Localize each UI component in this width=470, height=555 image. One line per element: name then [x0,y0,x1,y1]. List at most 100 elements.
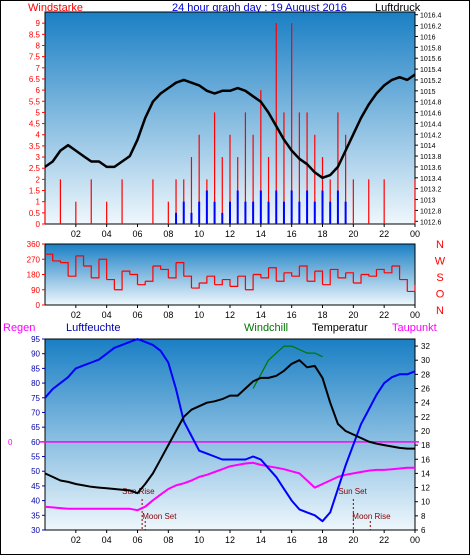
compass-label: W [435,256,446,268]
direction-step [98,258,108,280]
direction-step [376,268,385,273]
direction-step [268,267,277,282]
y-left-tick-label: 60 [31,438,40,447]
y-right-tick-label: 1015.2 [420,78,442,85]
direction-step [307,271,316,282]
y-right-tick-label: 16 [421,455,430,464]
x-tick-label: 02 [71,535,81,545]
direction-step [253,273,262,278]
x-tick-label: 10 [194,535,204,545]
direction-step [345,272,354,283]
direction-step [337,272,347,279]
direction-step [199,276,208,284]
y-right-tick-label: 1015.4 [420,67,442,74]
y-left-tick-label: 3.5 [29,142,41,151]
y-right-tick-label: 1016 [420,34,436,41]
y-left-tick-label: 9 [36,19,41,28]
y-left-tick-label: 8.5 [29,30,41,39]
y-right-tick-label: 1016.4 [420,13,442,20]
x-tick-label: 04 [102,310,112,320]
y-left-tick-label: 7 [36,64,41,73]
y-left-tick-label: 40 [31,497,40,506]
wind-pressure-chart: 00.511.522.533.544.555.566.577.588.59101… [29,13,442,239]
y-left-tick-label: 8 [36,41,41,50]
legend-windchill: Windchill [244,322,288,334]
direction-step [276,272,285,282]
x-tick-label: 06 [132,310,142,320]
humidity-temperature-plot-area [44,338,416,531]
moon-marker-label: Moon Rise [352,512,391,521]
y-right-tick-label: 28 [421,370,430,379]
x-tick-label: 10 [194,310,204,320]
x-tick-label: 14 [256,310,266,320]
direction-step [384,266,393,274]
x-tick-label: 22 [379,535,389,545]
y-left-tick-label: 1.5 [29,187,41,196]
direction-step [83,265,92,278]
y-left-tick-label: 65 [31,423,40,432]
wind-direction-plot-area [44,243,416,306]
y-left-tick-label: 50 [31,467,40,476]
x-tick-label: 04 [102,229,112,239]
y-right-tick-label: 18 [421,441,430,450]
direction-step [191,282,200,289]
y-right-tick-label: 1015.8 [420,45,442,52]
legend-temperature: Temperatur [312,322,368,334]
direction-step [391,265,401,280]
x-tick-label: 02 [71,310,81,320]
direction-step [353,274,362,284]
direction-step [114,271,123,291]
x-tick-label: 04 [102,535,112,545]
x-tick-label: 12 [225,229,235,239]
x-tick-label: 14 [256,229,266,239]
direction-step [399,278,408,292]
direction-step [176,262,185,277]
y-right-tick-label: 1013 [420,198,436,205]
legend-rain: Regen [3,322,35,334]
direction-step [183,275,193,289]
y-right-tick-label: 24 [421,399,430,408]
direction-step [168,262,177,279]
y-left-tick-label: 90 [31,286,40,295]
y-right-tick-label: 1012.6 [420,219,442,226]
y-left-tick-label: 6.5 [29,75,41,84]
x-tick-label: 08 [163,535,173,545]
x-tick-label: 00 [410,535,420,545]
x-tick-label: 16 [287,229,297,239]
direction-step [122,270,131,275]
y-right-tick-label: 1014.6 [420,111,442,118]
humidity-temperature-chart: 30 35 40 45 50 55 60 65 70 75 80 85 90 95 6 8 10 12 14 16 18… [8,335,430,545]
x-tick-label: 06 [132,229,142,239]
y-left-tick-label: 5 [36,108,41,117]
direction-step [152,265,162,270]
direction-step [322,269,331,286]
y-right-tick-label: 26 [421,385,430,394]
y-left-tick-label: 7.5 [29,53,41,62]
windchill-line [252,345,323,389]
y-left-tick-label: 0.5 [29,209,41,218]
direction-step [222,278,231,287]
y-right-tick-label: 1014 [420,143,436,150]
compass-label: S [436,272,443,284]
direction-step [291,266,300,277]
y-left-tick-label: 45 [31,482,40,491]
direction-step [314,270,324,285]
y-left-tick-label: 30 [31,526,40,535]
x-tick-label: 10 [194,229,204,239]
rain-axis-label: 0 [8,438,13,447]
y-left-tick-label: 0 [36,220,41,229]
x-tick-label: 12 [225,535,235,545]
direction-step [106,278,115,290]
header-right-label: Luftdruck [375,2,421,14]
y-left-tick-label: 35 [31,511,40,520]
x-tick-label: 06 [132,535,142,545]
x-tick-label: 20 [348,229,358,239]
y-right-tick-label: 6 [421,526,426,535]
y-right-tick-label: 30 [421,356,430,365]
y-left-tick-label: 4.5 [29,120,41,129]
compass-label: N [436,305,444,317]
y-right-tick-label: 1016.2 [420,24,442,31]
y-right-tick-label: 20 [421,427,430,436]
x-tick-label: 18 [317,535,327,545]
